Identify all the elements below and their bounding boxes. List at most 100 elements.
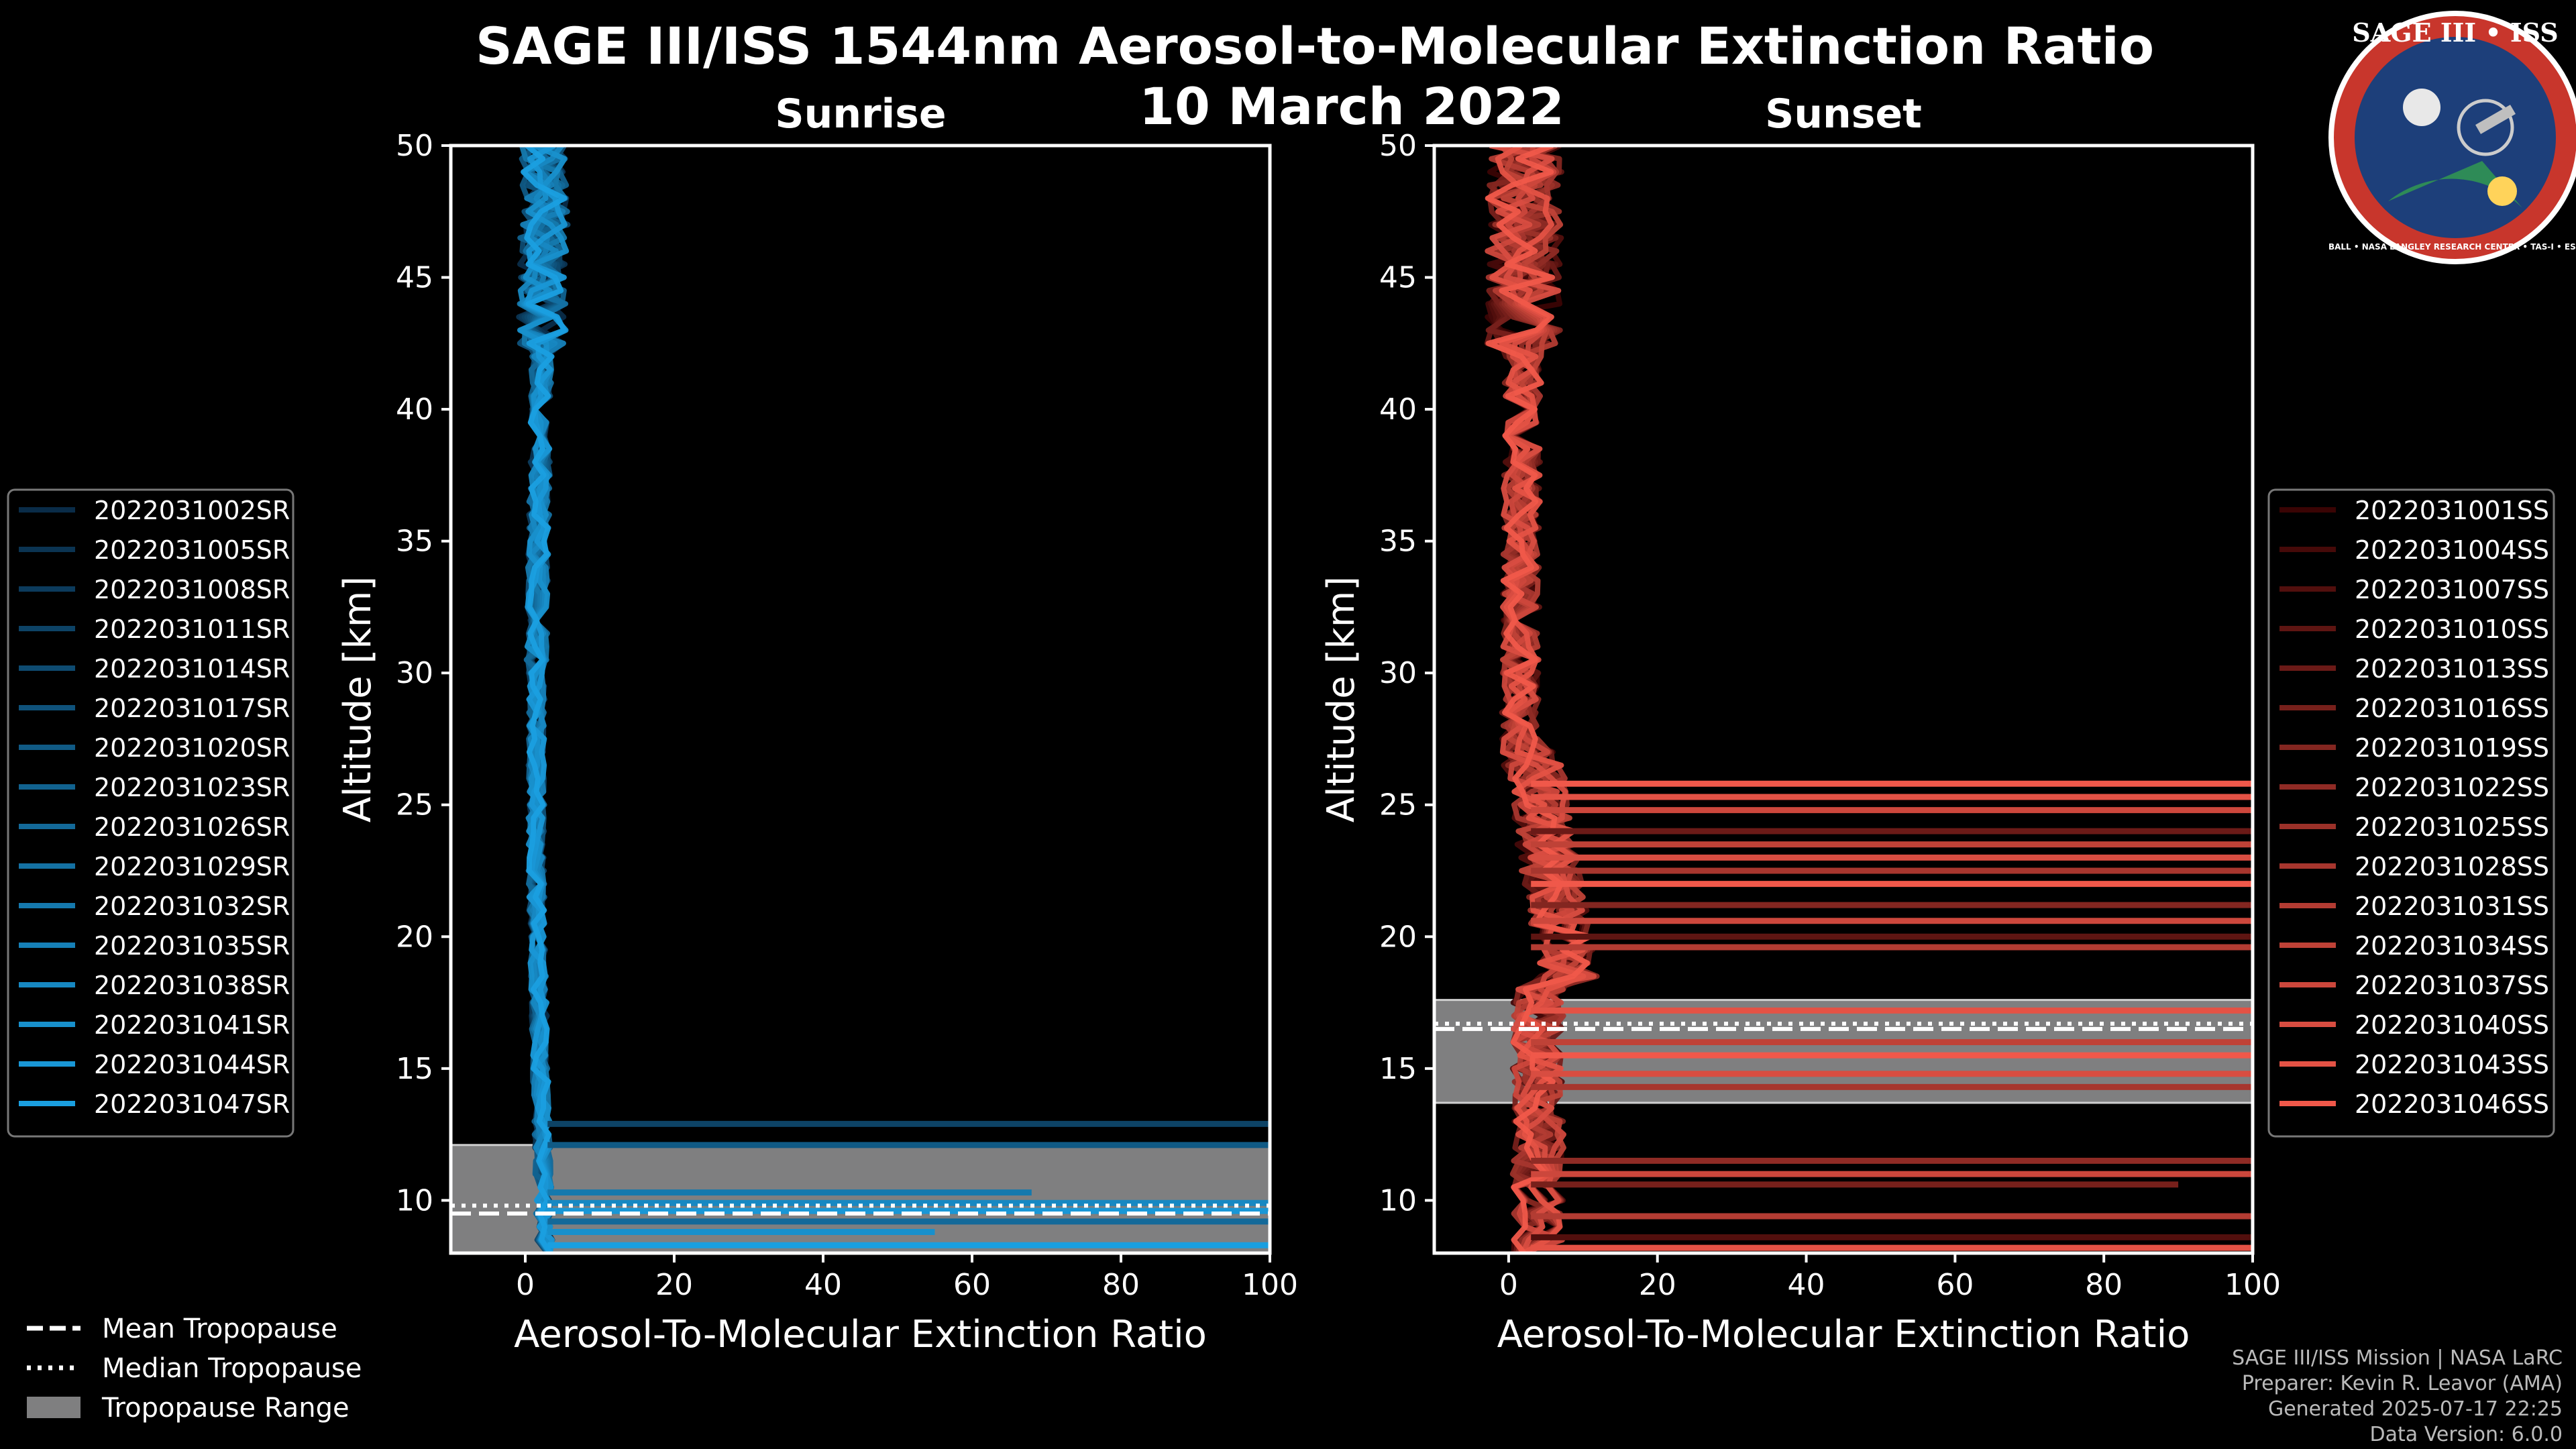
sunrise-ytick-label-30: 30 (396, 656, 433, 690)
sunrise-ylabel: Altitude [km] (336, 576, 380, 822)
sunset-legend-label-2022031013SS: 2022031013SS (2355, 654, 2549, 684)
sunset-panel: 0 20 40 60 80 100 10 15 20 25 30 35 40 45 50 Aerosol-To… (1320, 91, 2555, 1356)
sunset-legend-label-2022031016SS: 2022031016SS (2355, 694, 2549, 723)
footer-generated: Generated 2025-07-17 22:25 (2267, 1397, 2563, 1421)
sunrise-ytick-label-40: 40 (396, 392, 433, 427)
sunrise-ytick-label-50: 50 (396, 129, 433, 163)
footer-data-version: Data Version: 6.0.0 (2369, 1423, 2563, 1446)
footer-preparer: Preparer: Kevin R. Leavor (AMA) (2241, 1372, 2563, 1395)
sunrise-plot-content (451, 146, 1270, 1253)
sunrise-series-legend: 2022031002SR 2022031005SR 2022031008SR 2022… (7, 488, 294, 1138)
sunrise-ytick-label-15: 15 (396, 1052, 433, 1086)
sunset-legend-label-2022031019SS: 2022031019SS (2355, 733, 2549, 763)
sunrise-axes-frame (449, 144, 1272, 1255)
logo-earth-shape (2388, 161, 2522, 208)
sunrise-plot-area (451, 146, 1270, 1253)
sunrise-legend-label-2022031041SR: 2022031041SR (94, 1010, 290, 1040)
sunset-axes-frame (1432, 144, 2255, 1255)
sunset-title: Sunset (1765, 91, 1922, 138)
sunset-ytick-label-25: 25 (1379, 788, 1417, 822)
sunrise-legend-label-2022031038SR: 2022031038SR (94, 971, 290, 1000)
legend-tropopause-label-2: Tropopause Range (101, 1393, 350, 1424)
sunset-legend-label-2022031007SS: 2022031007SS (2355, 575, 2549, 604)
sunset-xtick-label-20: 20 (1639, 1268, 1676, 1302)
sunrise-xtick-label-80: 80 (1102, 1268, 1140, 1302)
sunrise-legend-box (7, 488, 294, 1138)
sunrise-legend-label-2022031047SR: 2022031047SR (94, 1089, 290, 1119)
sunset-ytick-label-20: 20 (1379, 920, 1417, 954)
sunrise-legend-label-2022031032SR: 2022031032SR (94, 892, 290, 921)
sunrise-xlabel: Aerosol-To-Molecular Extinction Ratio (514, 1313, 1207, 1356)
sunrise-legend-label-2022031011SR: 2022031011SR (94, 614, 290, 644)
sunset-ytick-label-35: 35 (1379, 525, 1417, 559)
sunrise-legend-label-2022031005SR: 2022031005SR (94, 535, 290, 565)
sunrise-legend-label-2022031029SR: 2022031029SR (94, 852, 290, 881)
sunset-ylabel: Altitude [km] (1320, 576, 1363, 822)
sage-iii-iss-logo: SAGE III • ISS BALL • NASA LANGLEY RESEA… (2328, 11, 2576, 264)
sunrise-title: Sunrise (775, 91, 946, 138)
sunset-legend-box (2267, 488, 2555, 1138)
sunrise-legend-label-2022031023SR: 2022031023SR (94, 773, 290, 802)
sunset-legend-label-2022031025SS: 2022031025SS (2355, 812, 2549, 842)
sunset-xtick-label-60: 60 (1936, 1268, 1974, 1302)
logo-station-icon (2475, 105, 2516, 134)
sunset-plot-content (1434, 146, 2253, 1253)
sunrise-tropopause-range (451, 1144, 1270, 1253)
sunset-legend-label-2022031037SS: 2022031037SS (2355, 971, 2549, 1000)
sunset-ytick-label-50: 50 (1379, 129, 1417, 163)
sunset-ytick-label-45: 45 (1379, 261, 1417, 295)
sunset-xtick-label-100: 100 (2224, 1268, 2281, 1302)
sunrise-xtick-label-60: 60 (953, 1268, 991, 1302)
sunrise-ytick-label-45: 45 (396, 261, 433, 295)
sunrise-profile-2022031047SR (521, 146, 568, 1253)
sunset-legend-label-2022031004SS: 2022031004SS (2355, 535, 2549, 565)
sunset-legend-label-2022031010SS: 2022031010SS (2355, 614, 2549, 644)
sunrise-legend-label-2022031008SR: 2022031008SR (94, 575, 290, 604)
sunset-xtick-label-40: 40 (1788, 1268, 1825, 1302)
logo-sun-icon (2487, 176, 2517, 206)
figure-date: 10 March 2022 (1139, 76, 1564, 136)
sunrise-xtick-label-100: 100 (1242, 1268, 1298, 1302)
sunset-legend-label-2022031043SS: 2022031043SS (2355, 1050, 2549, 1079)
sunset-legend-label-2022031040SS: 2022031040SS (2355, 1010, 2549, 1040)
sunrise-ytick-label-20: 20 (396, 920, 433, 954)
tropopause-legend: Mean Tropopause Median Tropopause Tropopau… (27, 1313, 362, 1424)
sunrise-panel: 0 20 40 60 80 100 10 15 20 25 30 35 40 45 50 Aerosol-To… (7, 91, 1298, 1356)
sunrise-xtick-label-0: 0 (516, 1268, 535, 1302)
sunrise-legend-label-2022031035SR: 2022031035SR (94, 931, 290, 961)
sunrise-ytick-label-25: 25 (396, 788, 433, 822)
logo-orbit-icon (2457, 99, 2514, 156)
sunrise-xtick-label-40: 40 (804, 1268, 842, 1302)
sunset-legend-label-2022031001SS: 2022031001SS (2355, 496, 2549, 525)
sunrise-legend-label-2022031002SR: 2022031002SR (94, 496, 290, 525)
sunset-xtick-label-80: 80 (2085, 1268, 2123, 1302)
legend-tropopause-label-0: Mean Tropopause (102, 1313, 337, 1344)
logo-ring-text: BALL • NASA LANGLEY RESEARCH CENTER • TA… (2328, 242, 2576, 252)
sunrise-legend-label-2022031017SR: 2022031017SR (94, 694, 290, 723)
sunset-series-legend: 2022031001SS 2022031004SS 2022031007SS 2022… (2267, 488, 2555, 1138)
sunset-legend-label-2022031034SS: 2022031034SS (2355, 931, 2549, 961)
sunset-profile-2022031046SS (1485, 146, 1593, 1253)
sunset-xtick-label-0: 0 (1499, 1268, 1518, 1302)
sunrise-legend-label-2022031020SR: 2022031020SR (94, 733, 290, 763)
sunrise-legend-label-2022031044SR: 2022031044SR (94, 1050, 290, 1079)
sunset-ytick-label-10: 10 (1379, 1183, 1417, 1218)
figure-title: SAGE III/ISS 1544nm Aerosol-to-Molecular… (476, 16, 2154, 76)
sunset-legend-label-2022031046SS: 2022031046SS (2355, 1089, 2549, 1119)
legend-tropopause-label-1: Median Tropopause (102, 1353, 362, 1384)
sunrise-xtick-label-20: 20 (655, 1268, 693, 1302)
sunset-legend-label-2022031022SS: 2022031022SS (2355, 773, 2549, 802)
sunrise-legend-label-2022031026SR: 2022031026SR (94, 812, 290, 842)
sunset-xlabel: Aerosol-To-Molecular Extinction Ratio (1497, 1313, 2190, 1356)
legend-tropopause-range-swatch (27, 1397, 80, 1418)
sunset-ytick-label-30: 30 (1379, 656, 1417, 690)
sunrise-ytick-label-35: 35 (396, 525, 433, 559)
sunset-ytick-label-15: 15 (1379, 1052, 1417, 1086)
sunset-legend-label-2022031031SS: 2022031031SS (2355, 892, 2549, 921)
footer-mission: SAGE III/ISS Mission | NASA LaRC (2232, 1346, 2563, 1370)
sunrise-ytick-label-10: 10 (396, 1183, 433, 1218)
logo-text: SAGE III • ISS (2352, 17, 2558, 48)
sunset-legend-label-2022031028SS: 2022031028SS (2355, 852, 2549, 881)
logo-inner-disc (2355, 37, 2556, 238)
